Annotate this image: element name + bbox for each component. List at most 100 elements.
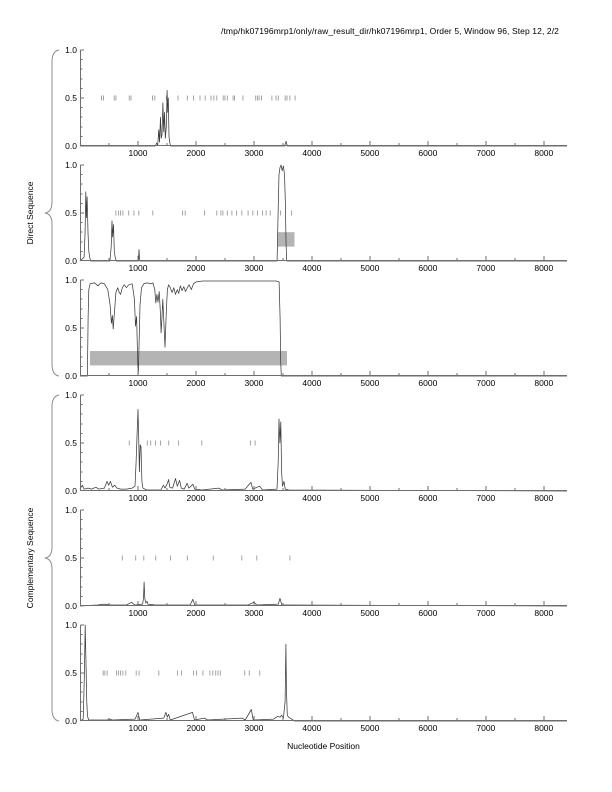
x-tick-label: 1000 — [128, 148, 148, 158]
signal-marks — [101, 95, 296, 101]
x-tick-label: 1000 — [128, 608, 148, 618]
coding-potential-curve — [79, 624, 567, 722]
subplot-canvas-5 — [79, 509, 568, 607]
axes-frame — [80, 394, 567, 491]
x-tick-label: 6000 — [418, 608, 438, 618]
x-tick-label: 5000 — [360, 148, 380, 158]
signal-marks — [102, 670, 261, 676]
direct-sequence-label: Direct Sequence — [25, 181, 35, 244]
y-tick-label: 0.5 — [65, 208, 77, 218]
x-tick-label: 6000 — [418, 148, 438, 158]
x-tick-label: 7000 — [476, 378, 496, 388]
signal-marks — [128, 440, 256, 446]
x-tick-label: 6000 — [418, 493, 438, 503]
y-tick-label: 0.5 — [65, 668, 77, 678]
y-tick-label: 0.0 — [65, 716, 77, 726]
y-tick-label: 0.0 — [65, 601, 77, 611]
y-tick-label: 1.0 — [65, 390, 77, 400]
subplot-direct-frame-1 — [80, 49, 567, 147]
subplot-complementary-frame-1 — [79, 394, 568, 492]
x-tick-label: 8000 — [534, 608, 554, 618]
x-tick-label: 7000 — [476, 723, 496, 733]
x-tick-label: 1000 — [128, 263, 148, 273]
x-tick-label: 3000 — [244, 148, 264, 158]
coding-potential-curve — [79, 409, 568, 492]
x-tick-label: 4000 — [302, 608, 322, 618]
x-tick-label: 7000 — [476, 493, 496, 503]
x-tick-label: 8000 — [534, 148, 554, 158]
subplot-canvas-1 — [80, 49, 567, 147]
x-tick-label: 4000 — [302, 493, 322, 503]
y-tick-label: 0.5 — [65, 553, 77, 563]
x-tick-label: 6000 — [418, 723, 438, 733]
y-tick-label: 1.0 — [65, 275, 77, 285]
x-tick-label: 1000 — [128, 493, 148, 503]
figure-title: /tmp/hk07196mrp1/only/raw_result_dir/hk0… — [221, 26, 559, 36]
x-tick-label: 5000 — [360, 493, 380, 503]
x-tick-label: 5000 — [360, 608, 380, 618]
x-tick-label: 4000 — [302, 378, 322, 388]
highlight-box — [89, 351, 288, 366]
x-tick-label: 3000 — [244, 493, 264, 503]
x-tick-label: 4000 — [302, 148, 322, 158]
x-tick-label: 5000 — [360, 723, 380, 733]
x-tick-label: 1000 — [128, 378, 148, 388]
y-tick-label: 0.5 — [65, 438, 77, 448]
x-tick-label: 3000 — [244, 723, 264, 733]
axes-frame — [80, 509, 567, 606]
complementary-sequence-label: Complementary Sequence — [25, 507, 35, 608]
axes-frame — [80, 164, 567, 261]
x-tick-label: 5000 — [360, 378, 380, 388]
signal-marks — [121, 555, 291, 561]
y-tick-label: 0.0 — [65, 256, 77, 266]
axes-frame — [80, 279, 567, 376]
subplot-complementary-frame-3 — [79, 624, 567, 722]
y-tick-label: 0.0 — [65, 141, 77, 151]
x-tick-label: 2000 — [186, 493, 206, 503]
x-tick-label: 4000 — [302, 723, 322, 733]
y-tick-label: 0.0 — [65, 371, 77, 381]
axes-frame — [80, 624, 567, 721]
x-tick-label: 2000 — [186, 723, 206, 733]
y-tick-label: 1.0 — [65, 505, 77, 515]
x-tick-label: 5000 — [360, 263, 380, 273]
x-tick-label: 3000 — [244, 378, 264, 388]
coding-potential-curve — [79, 581, 568, 607]
x-tick-label: 1000 — [128, 723, 148, 733]
y-tick-label: 0.5 — [65, 323, 77, 333]
x-tick-label: 7000 — [476, 148, 496, 158]
axes-frame — [80, 49, 567, 146]
x-tick-label: 4000 — [302, 263, 322, 273]
subplot-canvas-4 — [79, 394, 568, 492]
x-tick-label: 8000 — [534, 263, 554, 273]
coding-potential-curve — [79, 164, 567, 262]
x-tick-label: 7000 — [476, 263, 496, 273]
subplot-direct-frame-2 — [79, 164, 567, 262]
x-tick-label: 2000 — [186, 148, 206, 158]
y-tick-label: 1.0 — [65, 620, 77, 630]
x-tick-label: 3000 — [244, 263, 264, 273]
x-tick-label: 8000 — [534, 493, 554, 503]
x-tick-label: 8000 — [534, 378, 554, 388]
x-tick-label: 2000 — [186, 378, 206, 388]
subplot-direct-frame-3 — [80, 279, 567, 377]
subplot-canvas-6 — [79, 624, 567, 722]
y-tick-label: 0.5 — [65, 93, 77, 103]
signal-marks — [115, 210, 293, 216]
coding-potential-curve — [80, 89, 567, 147]
coding-potential-curve — [80, 280, 567, 377]
y-tick-label: 1.0 — [65, 160, 77, 170]
x-tick-label: 8000 — [534, 723, 554, 733]
subplot-canvas-2 — [79, 164, 567, 262]
subplot-complementary-frame-2 — [79, 509, 568, 607]
x-tick-label: 7000 — [476, 608, 496, 618]
x-tick-label: 3000 — [244, 608, 264, 618]
x-axis-title: Nucleotide Position — [287, 741, 360, 751]
x-tick-label: 2000 — [186, 608, 206, 618]
x-tick-label: 6000 — [418, 378, 438, 388]
x-tick-label: 2000 — [186, 263, 206, 273]
y-tick-label: 0.0 — [65, 486, 77, 496]
y-tick-label: 1.0 — [65, 45, 77, 55]
subplot-canvas-3 — [80, 279, 567, 377]
